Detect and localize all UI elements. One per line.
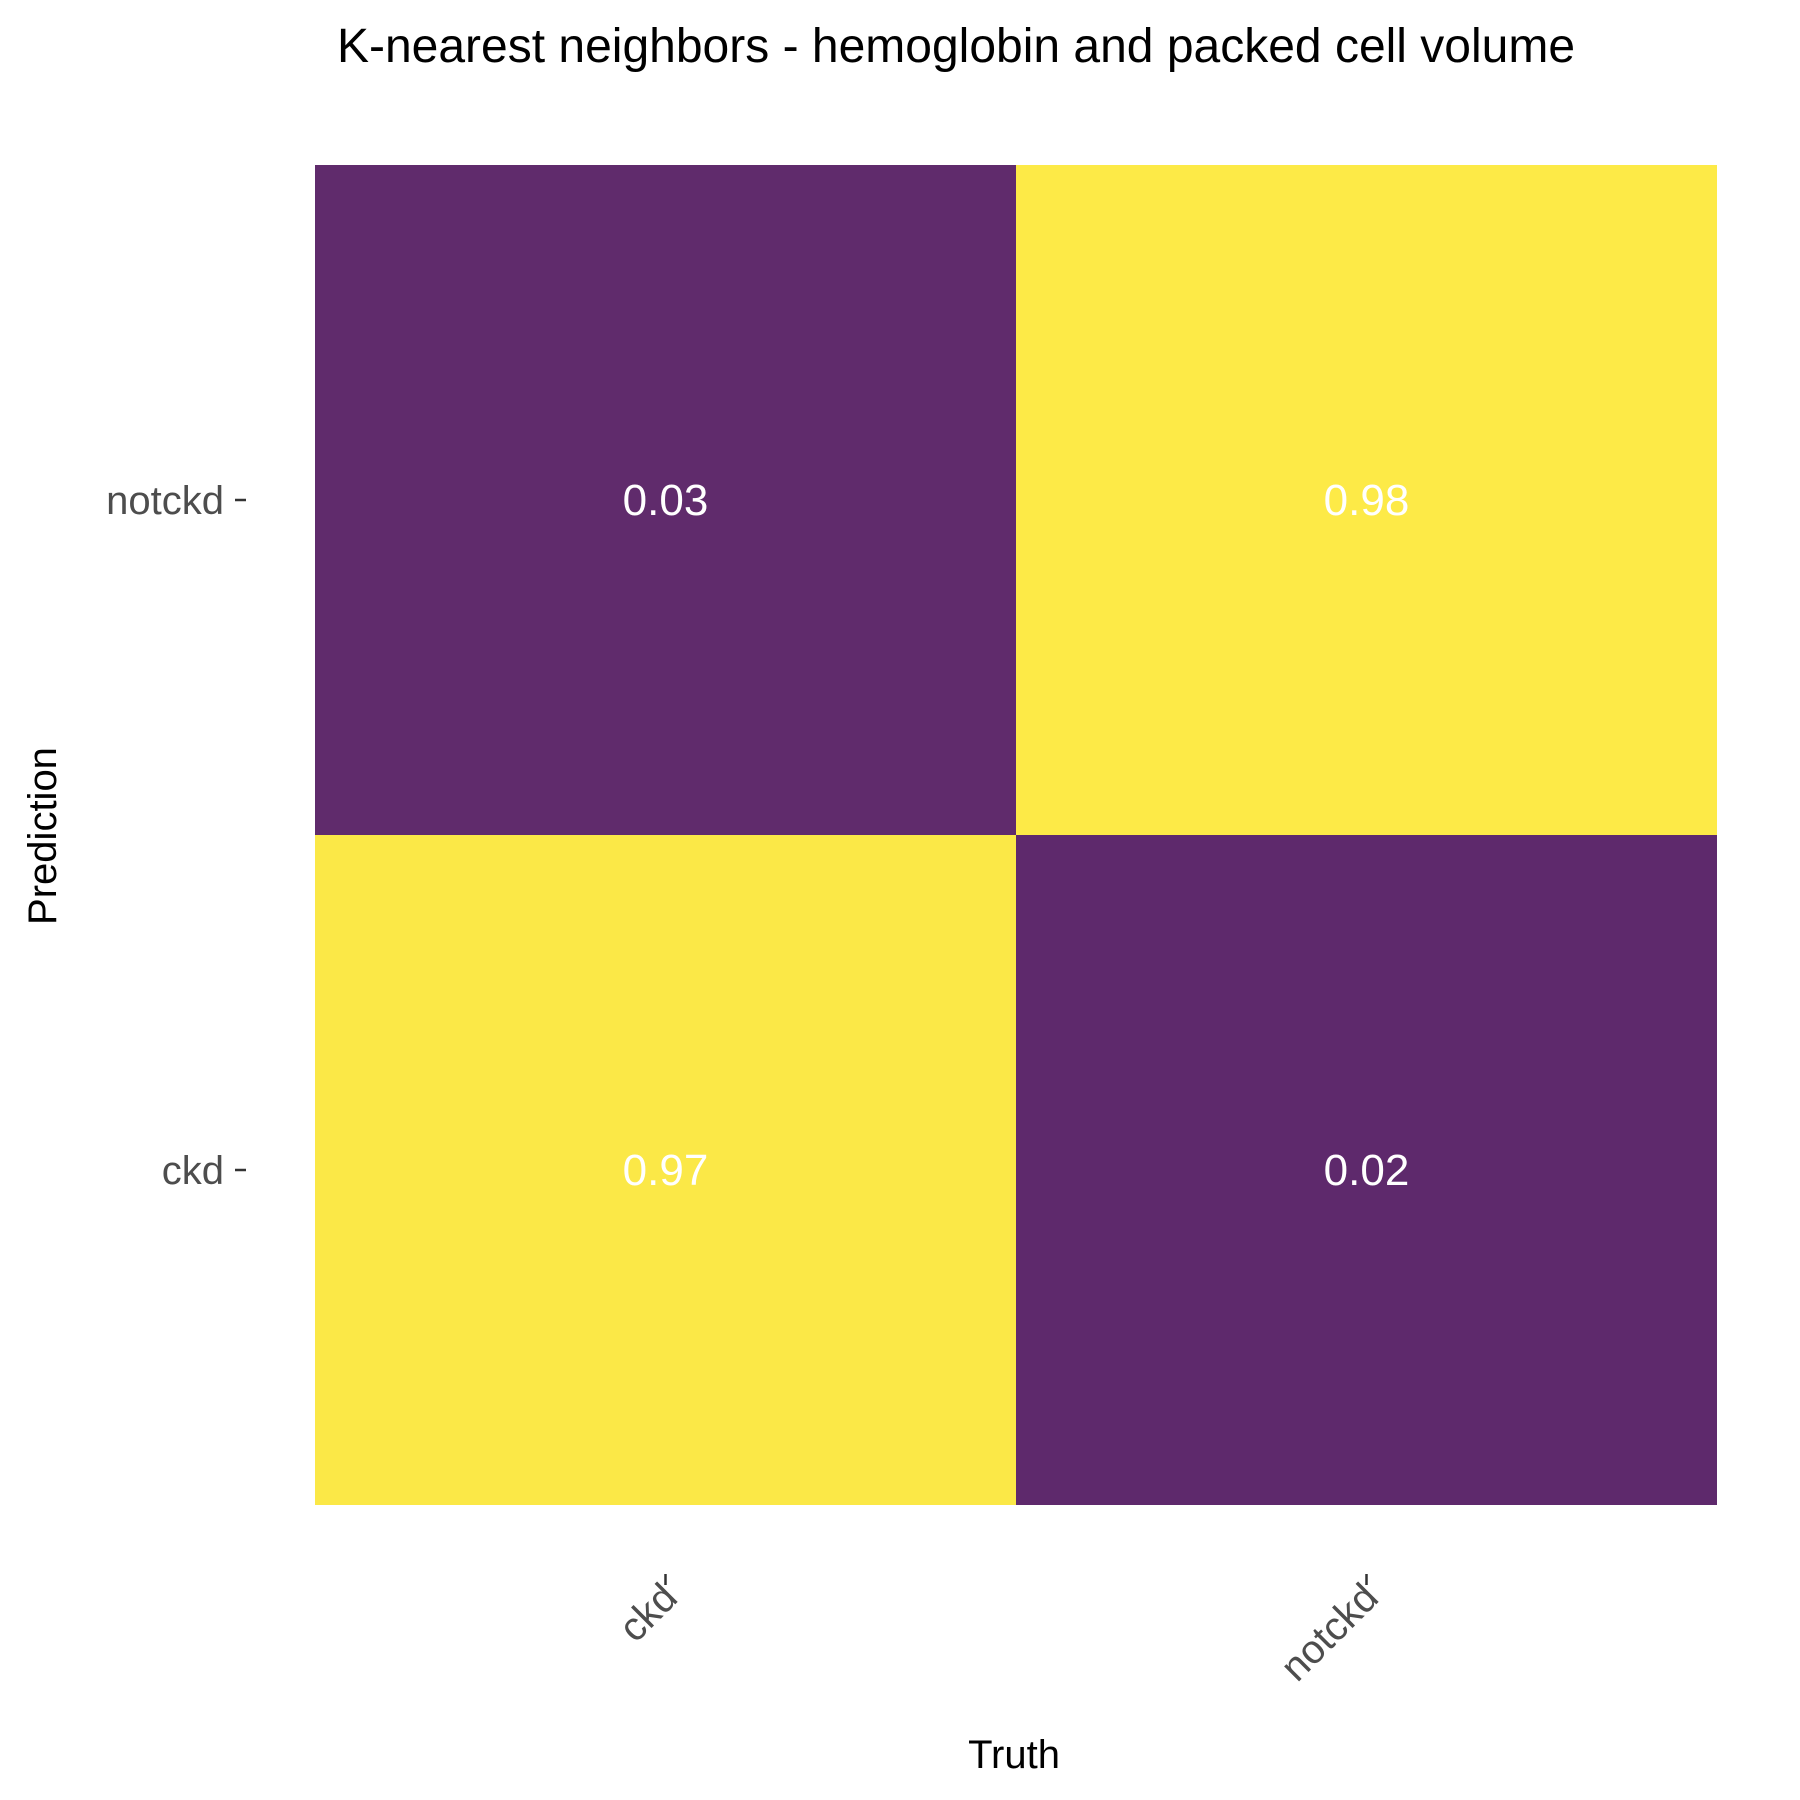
y-tick-label-ckd: ckd: [162, 1149, 224, 1193]
heatmap-cell-labels: 0.03 0.98 0.97 0.02: [623, 476, 1410, 1195]
x-tick-label-notckd: notckd: [1272, 1575, 1386, 1689]
heatmap-cell-ckd-notckd: [315, 165, 1016, 835]
x-axis-title: Truth: [968, 1733, 1060, 1777]
heatmap-cell-notckd-notckd: [1016, 165, 1717, 835]
cell-value-label-ckd-ckd: 0.97: [623, 1146, 709, 1195]
chart-title: K-nearest neighbors - hemoglobin and pac…: [337, 20, 1575, 73]
x-axis: ckd notckd: [611, 1574, 1387, 1690]
x-tick-label-ckd: ckd: [611, 1575, 686, 1650]
heatmap-cell-ckd-ckd: [315, 835, 1016, 1505]
cell-value-label-notckd-notckd: 0.98: [1324, 476, 1410, 525]
heatmap-cell-notckd-ckd: [1016, 835, 1717, 1505]
cell-value-label-ckd-notckd: 0.03: [623, 476, 709, 525]
cell-value-label-notckd-ckd: 0.02: [1324, 1146, 1410, 1195]
y-tick-label-notckd: notckd: [106, 479, 224, 523]
y-axis: ckd notckd: [106, 479, 246, 1193]
heatmap-cells: [315, 165, 1717, 1505]
y-axis-title: Prediction: [21, 747, 65, 925]
